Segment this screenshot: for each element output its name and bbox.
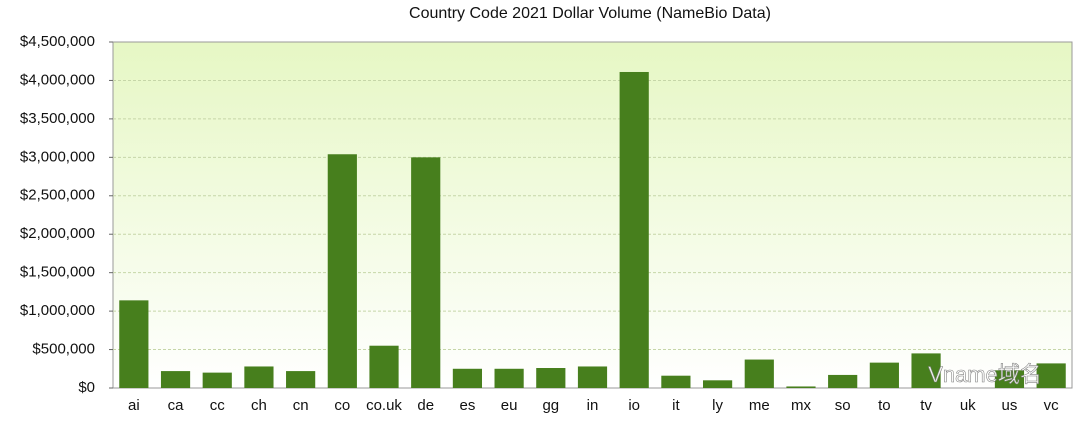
y-tick-label: $3,000,000 [20, 148, 95, 165]
bar [286, 371, 316, 388]
x-tick-label: eu [501, 397, 518, 414]
x-tick-label: ai [128, 397, 140, 414]
y-tick-label: $3,500,000 [20, 110, 95, 127]
y-tick-label: $1,500,000 [20, 264, 95, 281]
bar [744, 359, 774, 388]
bar [661, 375, 691, 388]
y-tick-label: $1,000,000 [20, 302, 95, 319]
y-tick-label: $500,000 [32, 341, 95, 358]
bar [452, 368, 483, 388]
bar [1036, 363, 1066, 388]
x-tick-label: to [878, 397, 891, 414]
bar [702, 380, 733, 388]
x-tick-label: cc [210, 397, 226, 414]
x-tick-label: co [334, 397, 350, 414]
chart-title: Country Code 2021 Dollar Volume (NameBio… [409, 5, 771, 22]
bar [911, 353, 941, 388]
bar [869, 362, 899, 388]
bar [536, 368, 566, 388]
y-tick-label: $0 [78, 379, 95, 396]
y-tick-label: $2,500,000 [20, 187, 95, 204]
x-tick-label: co.uk [366, 397, 402, 414]
bar [411, 157, 441, 388]
y-tick-label: $4,500,000 [20, 33, 95, 50]
x-tick-label: ca [168, 397, 185, 414]
bar [619, 71, 649, 388]
x-tick-label: gg [542, 397, 559, 414]
x-tick-label: so [835, 397, 851, 414]
bar [994, 370, 1025, 388]
x-tick-label: vc [1044, 397, 1060, 414]
x-tick-label: io [628, 397, 640, 414]
bar [786, 386, 816, 388]
bar [828, 374, 858, 388]
plot-area [112, 41, 1073, 389]
x-tick-label: ch [251, 397, 267, 414]
bar [327, 154, 357, 388]
bar [577, 366, 608, 388]
x-tick-label: es [459, 397, 475, 414]
x-tick-label: me [749, 397, 770, 414]
x-tick-label: us [1002, 397, 1018, 414]
x-tick-label: mx [791, 397, 811, 414]
y-tick-label: $4,000,000 [20, 71, 95, 88]
bar [494, 368, 524, 388]
bar [160, 371, 191, 388]
x-tick-label: it [672, 397, 680, 414]
bar [244, 366, 274, 388]
x-tick-label: cn [293, 397, 309, 414]
bar [202, 372, 232, 388]
x-tick-label: ly [712, 397, 723, 414]
y-tick-label: $2,000,000 [20, 225, 95, 242]
x-tick-label: uk [960, 397, 976, 414]
bar [369, 345, 399, 388]
watermark: Vname域名 [928, 362, 1042, 387]
x-tick-label: tv [920, 397, 932, 414]
x-tick-label: in [587, 397, 599, 414]
x-tick-label: de [417, 397, 434, 414]
bar [119, 300, 149, 388]
